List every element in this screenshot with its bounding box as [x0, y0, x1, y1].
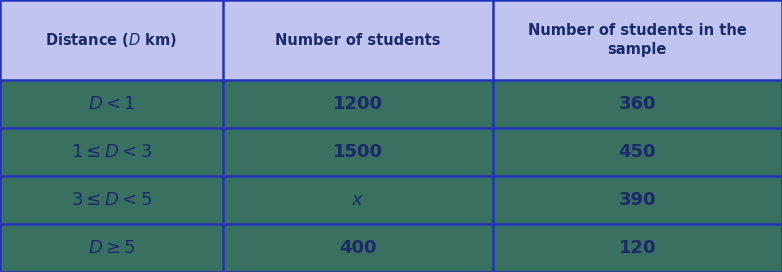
Bar: [223, 128, 493, 176]
Text: $x$: $x$: [351, 191, 364, 209]
Bar: [223, 0, 493, 80]
Text: 390: 390: [619, 191, 656, 209]
Text: $D \geq 5$: $D \geq 5$: [88, 239, 135, 257]
Text: 400: 400: [339, 239, 376, 257]
Text: Number of students in the
sample: Number of students in the sample: [528, 23, 747, 57]
Text: 1200: 1200: [333, 95, 382, 113]
Text: 450: 450: [619, 143, 656, 161]
Bar: [493, 224, 782, 272]
Bar: [0, 128, 223, 176]
Bar: [0, 224, 223, 272]
Text: 120: 120: [619, 239, 656, 257]
Bar: [223, 176, 493, 224]
Bar: [0, 80, 223, 128]
Bar: [493, 128, 782, 176]
Text: Distance ($D$ km): Distance ($D$ km): [45, 31, 178, 49]
Text: 1500: 1500: [333, 143, 382, 161]
Text: $D < 1$: $D < 1$: [88, 95, 135, 113]
Text: $3 \leq D < 5$: $3 \leq D < 5$: [70, 191, 152, 209]
Bar: [493, 80, 782, 128]
Text: $1 \leq D < 3$: $1 \leq D < 3$: [70, 143, 152, 161]
Bar: [0, 176, 223, 224]
Bar: [223, 80, 493, 128]
Bar: [493, 0, 782, 80]
Text: Number of students: Number of students: [275, 33, 440, 48]
Bar: [0, 0, 223, 80]
Text: 360: 360: [619, 95, 656, 113]
Bar: [493, 176, 782, 224]
Bar: [223, 224, 493, 272]
